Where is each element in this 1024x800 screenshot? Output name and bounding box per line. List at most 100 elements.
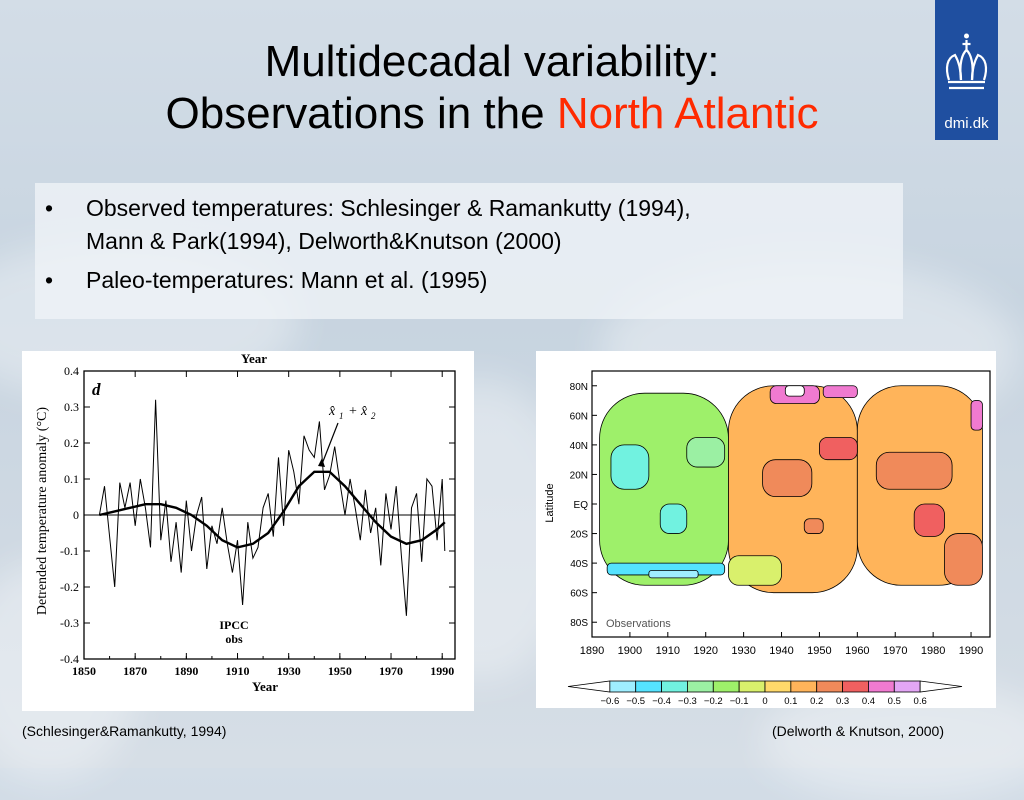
colorbar-label: 0.6 (914, 696, 927, 707)
lat-tick-label: 40S (570, 559, 588, 570)
lat-tick-label: 40N (570, 441, 588, 452)
obs-label-2: obs (225, 632, 243, 646)
colorbar-swatch (661, 680, 688, 693)
x-tick-label: 1990 (430, 664, 454, 678)
title-line-2: Observations in the North Atlantic (0, 88, 984, 140)
bullet-box: • Observed temperatures: Schlesinger & R… (35, 183, 903, 319)
left-caption: (Schlesinger&Ramankutty, 1994) (22, 723, 227, 739)
year-tick-label: 1950 (807, 645, 831, 657)
x-tick-label: 1890 (174, 664, 198, 678)
lat-tick-label: 20N (570, 470, 588, 481)
fit-arrowhead (318, 458, 325, 467)
temperature-anomaly-figure: 0.4 0.3 0.2 0.1 0 -0.1 -0.2 -0.3 -0.4 1850 1870 189… (22, 351, 474, 711)
year-tick-label: 1890 (580, 645, 604, 657)
fit-label-b: x̂ (360, 404, 368, 419)
latitude-time-heatmap: 80N 60N 40N 20N EQ 20S 40S 60S 80S 1890 1900 1910 19… (544, 370, 991, 707)
bullet-marker: • (45, 267, 54, 293)
fit-arrow (321, 422, 339, 465)
colorbar-label: −0.6 (600, 696, 619, 707)
year-tick-label: 1910 (656, 645, 680, 657)
colorbar-label: −0.4 (652, 696, 671, 707)
x-tick-label: 1970 (379, 664, 403, 678)
colorbar-label: −0.5 (626, 696, 645, 707)
x-tick-label: 1950 (328, 664, 352, 678)
heatmap-region (784, 385, 805, 397)
panel-label: d (92, 380, 101, 399)
x-tick-label: 1910 (226, 664, 250, 678)
y-tick-label: -0.2 (60, 580, 79, 594)
title-line-1: Multidecadal variability: (264, 37, 720, 86)
bullet-marker: • (45, 195, 54, 221)
colorbar-swatch (712, 680, 740, 693)
y-axis-title: Detrended temperature anomaly (°C) (35, 407, 50, 615)
y-axis-title: Latitude (544, 483, 556, 522)
fit-sub-b: 2 (371, 411, 376, 421)
year-tick-label: 1920 (693, 645, 717, 657)
crown-icon (945, 33, 988, 90)
slide-title: Multidecadal variability: Observations i… (0, 36, 984, 140)
y-tick-label: 0.1 (64, 472, 79, 486)
title-accent: North Atlantic (556, 89, 819, 138)
colorbar-label: 0.1 (784, 696, 797, 707)
fit-label-a: x̂ (328, 404, 336, 419)
colorbar-end-right (919, 680, 963, 693)
colorbar-label: −0.3 (678, 696, 697, 707)
fit-annotation: x̂ 1 + x̂ 2 (328, 404, 376, 421)
colorbar-label: −0.1 (730, 696, 749, 707)
lat-tick-label: 80N (570, 382, 588, 393)
y-tick-label: 0.3 (64, 400, 79, 414)
dmi-logo: dmi.dk (935, 0, 998, 140)
heatmap-region (944, 533, 983, 586)
map-label: Observations (606, 618, 671, 630)
colorbar-label: −0.2 (704, 696, 723, 707)
colorbar-swatch (635, 680, 662, 693)
y-tick-label: 0.4 (64, 364, 79, 378)
logo-text: dmi.dk (944, 115, 989, 132)
title-line-2-prefix: Observations in the (165, 89, 557, 138)
lat-tick-label: EQ (574, 500, 589, 511)
colorbar-swatch (842, 680, 869, 693)
x-axis-title: Year (252, 679, 278, 694)
year-tick-label: 1970 (883, 645, 907, 657)
heatmap-region (822, 385, 858, 399)
heatmap-region (728, 555, 782, 586)
colorbar-swatch (738, 680, 766, 693)
fit-plus: + (349, 404, 357, 419)
x-tick-label: 1850 (72, 664, 96, 678)
colorbar-swatch (609, 680, 637, 693)
heatmap-region (648, 570, 699, 579)
heatmap-region (913, 503, 945, 537)
colorbar-label: 0 (762, 696, 767, 707)
colorbar-end-left (567, 680, 611, 693)
latitude-time-figure: 80N 60N 40N 20N EQ 20S 40S 60S 80S 1890 1900 1910 19… (536, 351, 996, 708)
heatmap-region (599, 392, 729, 586)
heatmap-region (803, 518, 824, 534)
heatmap-region (762, 459, 813, 498)
colorbar-swatch (816, 680, 843, 693)
colorbar-label: 0.4 (862, 696, 875, 707)
colorbar-label: 0.3 (836, 696, 849, 707)
heatmap-region (686, 437, 726, 468)
bullet-2-line-1: Paleo-temperatures: Mann et al. (1995) (86, 267, 488, 293)
x-tick-label: 1930 (277, 664, 301, 678)
year-tick-label: 1930 (731, 645, 755, 657)
x-tick-label: 1870 (123, 664, 147, 678)
year-tick-label: 1960 (845, 645, 869, 657)
observation-series-line (98, 399, 446, 616)
heatmap-region (610, 444, 650, 490)
right-caption: (Delworth & Knutson, 2000) (772, 723, 944, 739)
smoothed-fit-line (99, 470, 446, 549)
heatmap-region (970, 400, 983, 431)
plot-frame (83, 370, 456, 660)
colorbar-swatch (687, 680, 714, 693)
year-tick-label: 1940 (769, 645, 793, 657)
year-tick-label: 1900 (618, 645, 642, 657)
year-tick-label: 1990 (959, 645, 983, 657)
lat-tick-label: 60N (570, 411, 588, 422)
heatmap-region (875, 451, 953, 490)
colorbar-label: 0.2 (810, 696, 823, 707)
top-axis-title: Year (241, 351, 267, 366)
obs-label-1: IPCC (219, 618, 248, 632)
lat-tick-label: 20S (570, 530, 588, 541)
